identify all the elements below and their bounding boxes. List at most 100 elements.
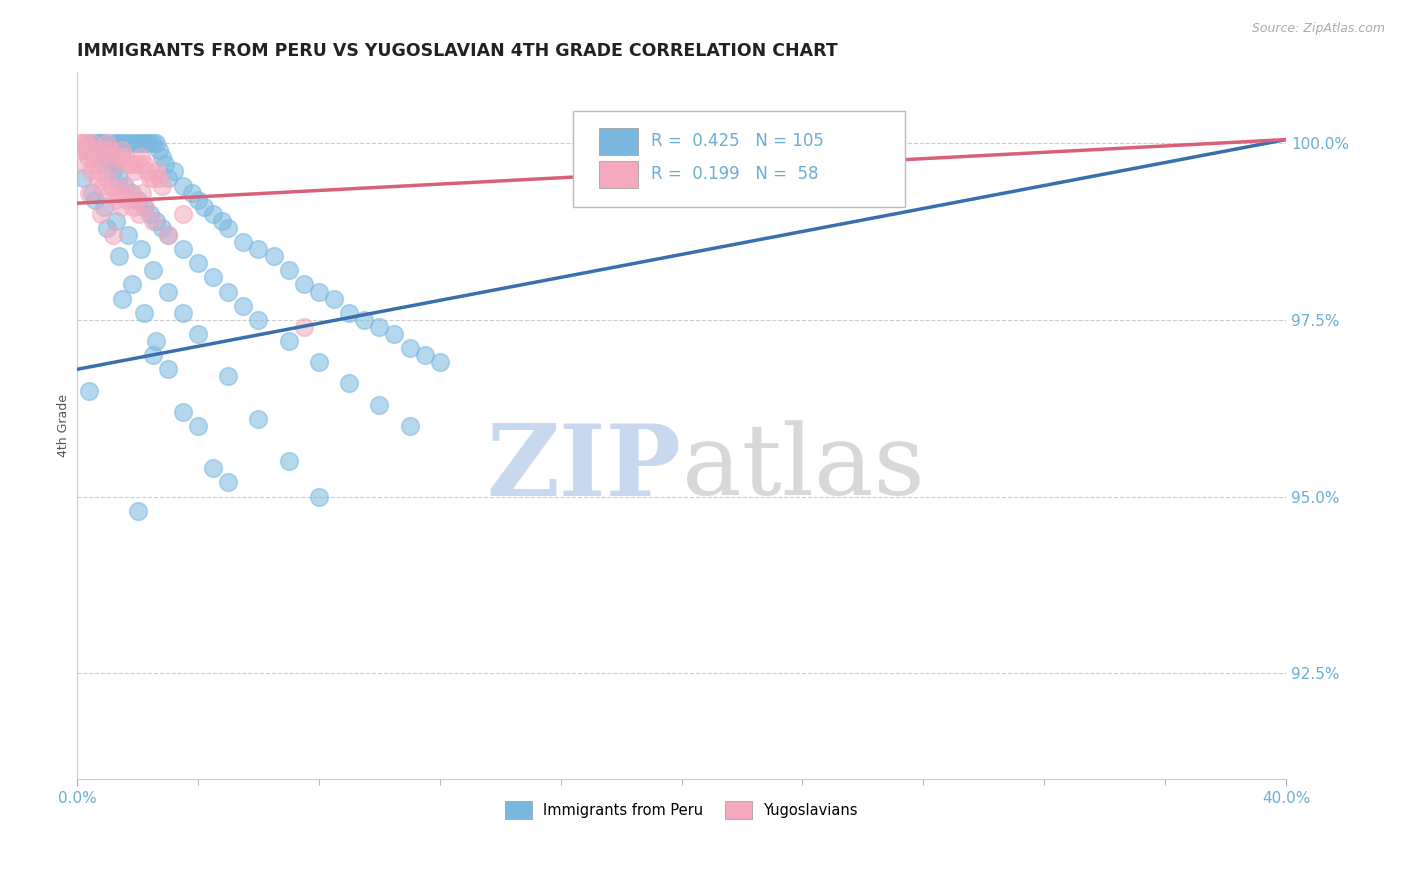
Point: [217, 285, 239, 299]
Point: [117, 136, 139, 150]
Point: [187, 326, 209, 341]
Point: [132, 306, 155, 320]
Point: [111, 292, 134, 306]
Point: [77, 186, 100, 200]
Point: [87, 150, 110, 164]
Point: [89, 164, 111, 178]
Point: [112, 178, 135, 193]
Point: [122, 200, 145, 214]
Point: [150, 178, 173, 193]
Point: [172, 242, 194, 256]
Point: [277, 334, 299, 348]
Point: [398, 341, 420, 355]
Point: [247, 313, 270, 327]
Point: [90, 150, 112, 164]
Point: [93, 200, 115, 214]
Point: [80, 164, 103, 178]
Point: [115, 193, 138, 207]
Point: [93, 143, 115, 157]
Point: [117, 227, 139, 242]
Point: [108, 136, 131, 150]
Point: [193, 200, 215, 214]
Point: [142, 136, 165, 150]
Point: [138, 136, 160, 150]
Point: [145, 164, 167, 178]
FancyBboxPatch shape: [572, 112, 905, 207]
Point: [142, 263, 165, 277]
Point: [163, 164, 186, 178]
Point: [132, 157, 155, 171]
Point: [172, 178, 194, 193]
Point: [187, 256, 209, 270]
Point: [108, 150, 131, 164]
Point: [83, 157, 105, 171]
Point: [114, 150, 136, 164]
Point: [181, 186, 204, 200]
Point: [98, 143, 121, 157]
Point: [105, 214, 128, 228]
Point: [153, 157, 176, 171]
Point: [108, 171, 131, 186]
Point: [96, 157, 118, 171]
Point: [110, 200, 132, 214]
Point: [101, 178, 124, 193]
Point: [156, 362, 179, 376]
Point: [148, 171, 170, 186]
Point: [128, 207, 150, 221]
Point: [105, 157, 128, 171]
Point: [127, 503, 149, 517]
Point: [121, 157, 143, 171]
Point: [202, 270, 225, 285]
Point: [124, 136, 146, 150]
Point: [308, 490, 330, 504]
Point: [292, 319, 315, 334]
Point: [77, 143, 100, 157]
Point: [111, 143, 134, 157]
Point: [84, 136, 107, 150]
Point: [323, 292, 346, 306]
Text: Source: ZipAtlas.com: Source: ZipAtlas.com: [1251, 22, 1385, 36]
Point: [98, 143, 121, 157]
Point: [90, 207, 112, 221]
Point: [108, 249, 131, 263]
Point: [103, 227, 125, 242]
Point: [76, 150, 98, 164]
Point: [292, 277, 315, 292]
Point: [117, 157, 139, 171]
Point: [103, 136, 125, 150]
Point: [429, 355, 451, 369]
Point: [129, 136, 152, 150]
Point: [82, 186, 104, 200]
Point: [150, 221, 173, 235]
Point: [127, 136, 149, 150]
Point: [384, 326, 406, 341]
Point: [277, 263, 299, 277]
Point: [82, 136, 104, 150]
Point: [398, 418, 420, 433]
Point: [107, 186, 129, 200]
Point: [145, 334, 167, 348]
Y-axis label: 4th Grade: 4th Grade: [58, 394, 70, 458]
FancyBboxPatch shape: [599, 161, 638, 187]
Point: [104, 193, 127, 207]
Point: [232, 235, 254, 249]
Point: [138, 171, 160, 186]
Point: [610, 136, 633, 150]
Point: [135, 164, 157, 178]
Point: [129, 150, 152, 164]
Point: [308, 355, 330, 369]
Point: [114, 178, 136, 193]
Point: [337, 376, 360, 391]
Point: [114, 136, 136, 150]
Point: [202, 207, 225, 221]
Point: [84, 143, 107, 157]
Point: [111, 150, 134, 164]
Point: [96, 136, 118, 150]
Point: [103, 150, 125, 164]
Point: [87, 136, 110, 150]
Point: [93, 136, 115, 150]
Point: [105, 136, 128, 150]
Point: [150, 150, 173, 164]
Point: [69, 136, 91, 150]
Point: [148, 143, 170, 157]
